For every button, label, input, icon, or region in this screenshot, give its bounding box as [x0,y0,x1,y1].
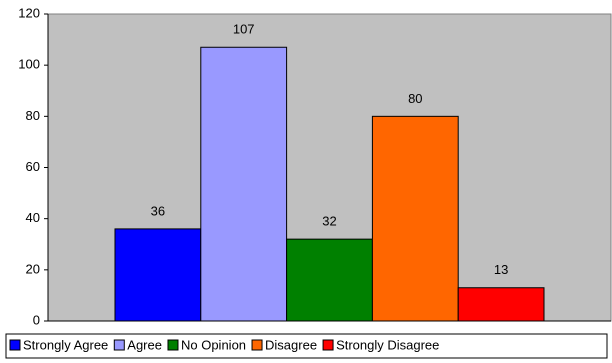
bar [371,115,459,322]
bar [286,238,373,322]
legend-swatch [9,339,21,351]
y-tick-label: 60 [26,159,40,174]
y-tick-label: 40 [26,210,40,225]
legend-label: Strongly Agree [23,337,108,352]
legend-swatch [113,339,125,351]
legend-label: Disagree [265,337,317,352]
bar [457,287,545,322]
legend-swatch [322,339,334,351]
bar [114,228,202,322]
data-label: 107 [233,22,255,37]
y-tick-label: 0 [33,312,40,327]
legend-swatch [167,339,179,351]
data-label: 13 [494,262,508,277]
y-tick-label: 120 [18,5,40,20]
data-label: 32 [322,214,336,229]
bar [200,46,288,322]
legend-label: No Opinion [181,337,246,352]
data-label: 36 [151,203,165,218]
legend-swatch [251,339,263,351]
legend-label: Strongly Disagree [336,337,439,352]
y-tick-label: 80 [26,108,40,123]
data-label: 80 [408,91,422,106]
y-tick-label: 20 [26,261,40,276]
y-tick-label: 100 [18,57,40,72]
legend-label: Agree [127,337,162,352]
legend [5,333,608,359]
